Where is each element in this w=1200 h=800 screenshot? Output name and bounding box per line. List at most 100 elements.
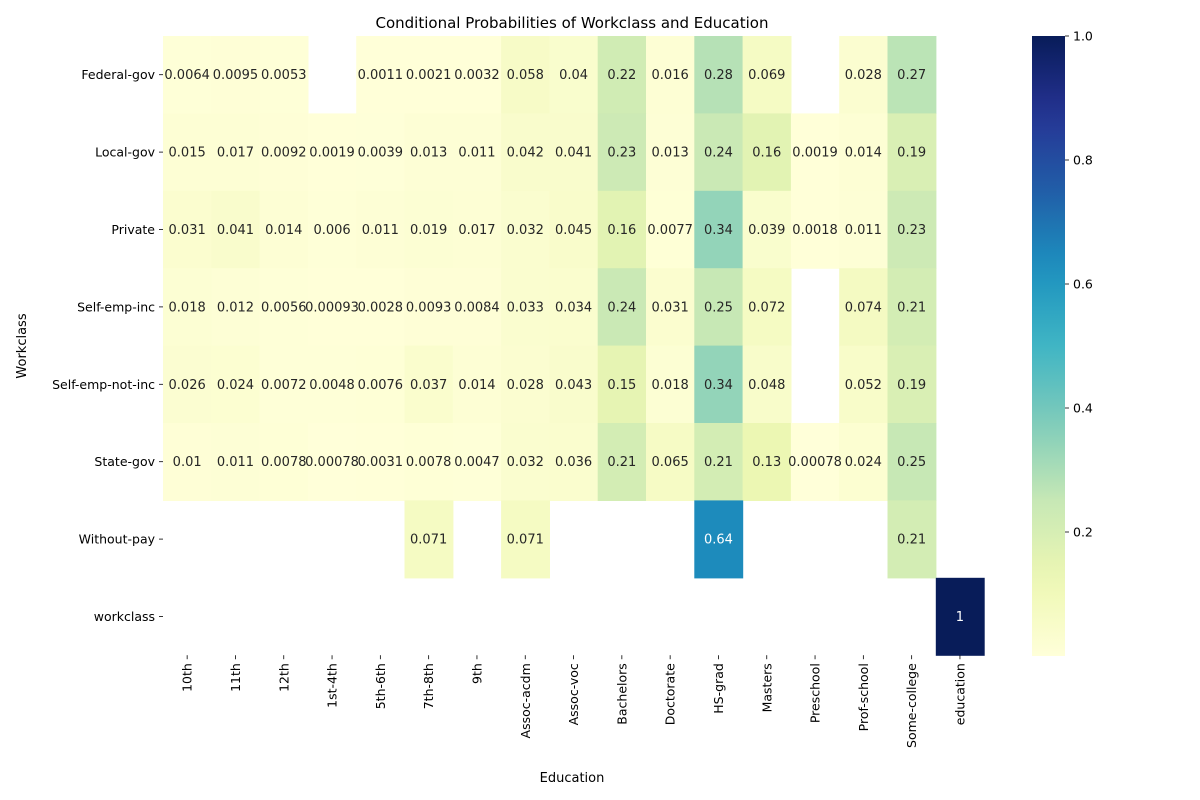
- cell-value-label: 0.024: [845, 455, 882, 470]
- cell-value-label: 0.026: [169, 378, 206, 393]
- colorbar-tick-label: 0.4: [1073, 401, 1093, 416]
- cell-value-label: 0.21: [607, 455, 636, 470]
- heatmap-cell: [307, 190, 357, 269]
- heatmap-cell: [549, 268, 599, 347]
- heatmap-cell: [742, 268, 792, 347]
- heatmap-cell: [259, 36, 309, 114]
- heatmap-cell: [404, 500, 454, 579]
- cell-value-label: 0.031: [652, 300, 689, 315]
- cell-value-label: 0.071: [507, 533, 544, 548]
- x-tick-label: 7th-8th: [421, 663, 436, 709]
- cell-value-label: 0.0021: [406, 68, 452, 83]
- cell-value-label: 0.031: [169, 223, 206, 238]
- heatmap-cell: [211, 190, 261, 269]
- cell-value-label: 0.011: [362, 223, 399, 238]
- cell-value-label: 0.045: [555, 223, 592, 238]
- cell-value-label: 0.071: [410, 533, 447, 548]
- x-tick-label: Bachelors: [614, 663, 629, 725]
- heatmap-cell: [742, 113, 792, 192]
- cell-value-label: 0.013: [410, 146, 447, 161]
- heatmap-cell: [742, 345, 792, 424]
- cell-value-label: 0.27: [897, 68, 926, 83]
- cell-value-label: 0.0019: [792, 146, 838, 161]
- heatmap-cell: [597, 268, 647, 347]
- heatmap-cell: [501, 500, 550, 579]
- heatmap-cell: [404, 36, 454, 114]
- heatmap-cell: [404, 423, 454, 501]
- heatmap-cell: [887, 36, 937, 114]
- cell-value-label: 0.16: [752, 146, 781, 161]
- heatmap-cell: [163, 423, 212, 501]
- cell-value-label: 0.037: [410, 378, 447, 393]
- cell-value-label: 0.042: [507, 146, 544, 161]
- cell-value-label: 0.21: [897, 300, 926, 315]
- cell-value-label: 0.065: [652, 455, 689, 470]
- colorbar-tick-label: 0.6: [1073, 277, 1093, 292]
- cell-value-label: 0.01: [173, 455, 202, 470]
- cell-value-label: 0.011: [217, 455, 254, 470]
- heatmap-cell: [742, 423, 792, 501]
- heatmap-cell: [694, 423, 744, 501]
- heatmap-cell: [452, 36, 502, 114]
- heatmap-cell: [646, 190, 695, 269]
- heatmap-cell: [307, 345, 357, 424]
- colorbar-tick-label: 0.8: [1073, 153, 1093, 168]
- cell-value-label: 0.21: [897, 533, 926, 548]
- heatmap-cell: [694, 500, 744, 579]
- cell-value-label: 0.24: [607, 300, 636, 315]
- x-tick-label: 5th-6th: [373, 663, 388, 709]
- cell-value-label: 0.23: [607, 146, 636, 161]
- heatmap-cell: [839, 36, 889, 114]
- y-tick-label: Self-emp-inc: [77, 299, 155, 314]
- cell-value-label: 0.019: [410, 223, 447, 238]
- heatmap-cell: [163, 36, 212, 114]
- heatmap-cell: [597, 36, 647, 114]
- heatmap-cell: [549, 345, 599, 424]
- x-axis-label: Education: [540, 771, 605, 786]
- heatmap-cell: [163, 345, 212, 424]
- x-tick-label: Masters: [759, 663, 774, 712]
- cell-value-label: 0.011: [458, 146, 495, 161]
- y-tick-label: Federal-gov: [81, 67, 155, 82]
- cell-value-label: 0.0092: [261, 146, 307, 161]
- heatmap-cell: [887, 345, 937, 424]
- heatmap-cell: [259, 268, 309, 347]
- x-tick-label: Prof-school: [856, 663, 871, 731]
- cell-value-label: 0.00078: [788, 455, 842, 470]
- cell-value-label: 0.28: [704, 68, 733, 83]
- heatmap-cell: [839, 268, 889, 347]
- cell-value-label: 0.018: [652, 378, 689, 393]
- x-tick-label: 11th: [228, 663, 243, 692]
- cell-value-label: 0.0047: [454, 455, 500, 470]
- cell-value-label: 0.074: [845, 300, 882, 315]
- heatmap-cell: [356, 113, 406, 192]
- heatmap-cell: [501, 345, 550, 424]
- heatmap-cell: [501, 190, 550, 269]
- colorbar-gradient: [1032, 36, 1065, 656]
- colorbar-tick-label: 1.0: [1073, 29, 1093, 44]
- y-axis-label: Workclass: [15, 313, 30, 378]
- x-tick-label: Assoc-acdm: [518, 663, 533, 738]
- heatmap-cell: [452, 268, 502, 347]
- heatmap-cell: [839, 423, 889, 501]
- x-tick-label: Assoc-voc: [566, 663, 581, 725]
- cell-value-label: 1: [956, 610, 964, 625]
- heatmap-cell: [211, 268, 261, 347]
- x-tick-label: Some-college: [904, 663, 919, 748]
- cell-value-label: 0.04: [559, 68, 588, 83]
- cell-value-label: 0.0084: [454, 300, 500, 315]
- heatmap-cell: [501, 423, 550, 501]
- cell-value-label: 0.048: [748, 378, 785, 393]
- cell-value-label: 0.058: [507, 68, 544, 83]
- cell-value-label: 0.0093: [406, 300, 452, 315]
- heatmap-cell: [742, 36, 792, 114]
- heatmap-cell: [839, 113, 889, 192]
- cell-value-label: 0.0019: [309, 146, 355, 161]
- cell-value-label: 0.19: [897, 378, 926, 393]
- cell-value-label: 0.032: [507, 223, 544, 238]
- cell-value-label: 0.014: [265, 223, 302, 238]
- cell-value-label: 0.00093: [305, 300, 359, 315]
- x-tick-label: 9th: [469, 663, 484, 684]
- heatmap-cell: [163, 190, 212, 269]
- cell-value-label: 0.0078: [406, 455, 452, 470]
